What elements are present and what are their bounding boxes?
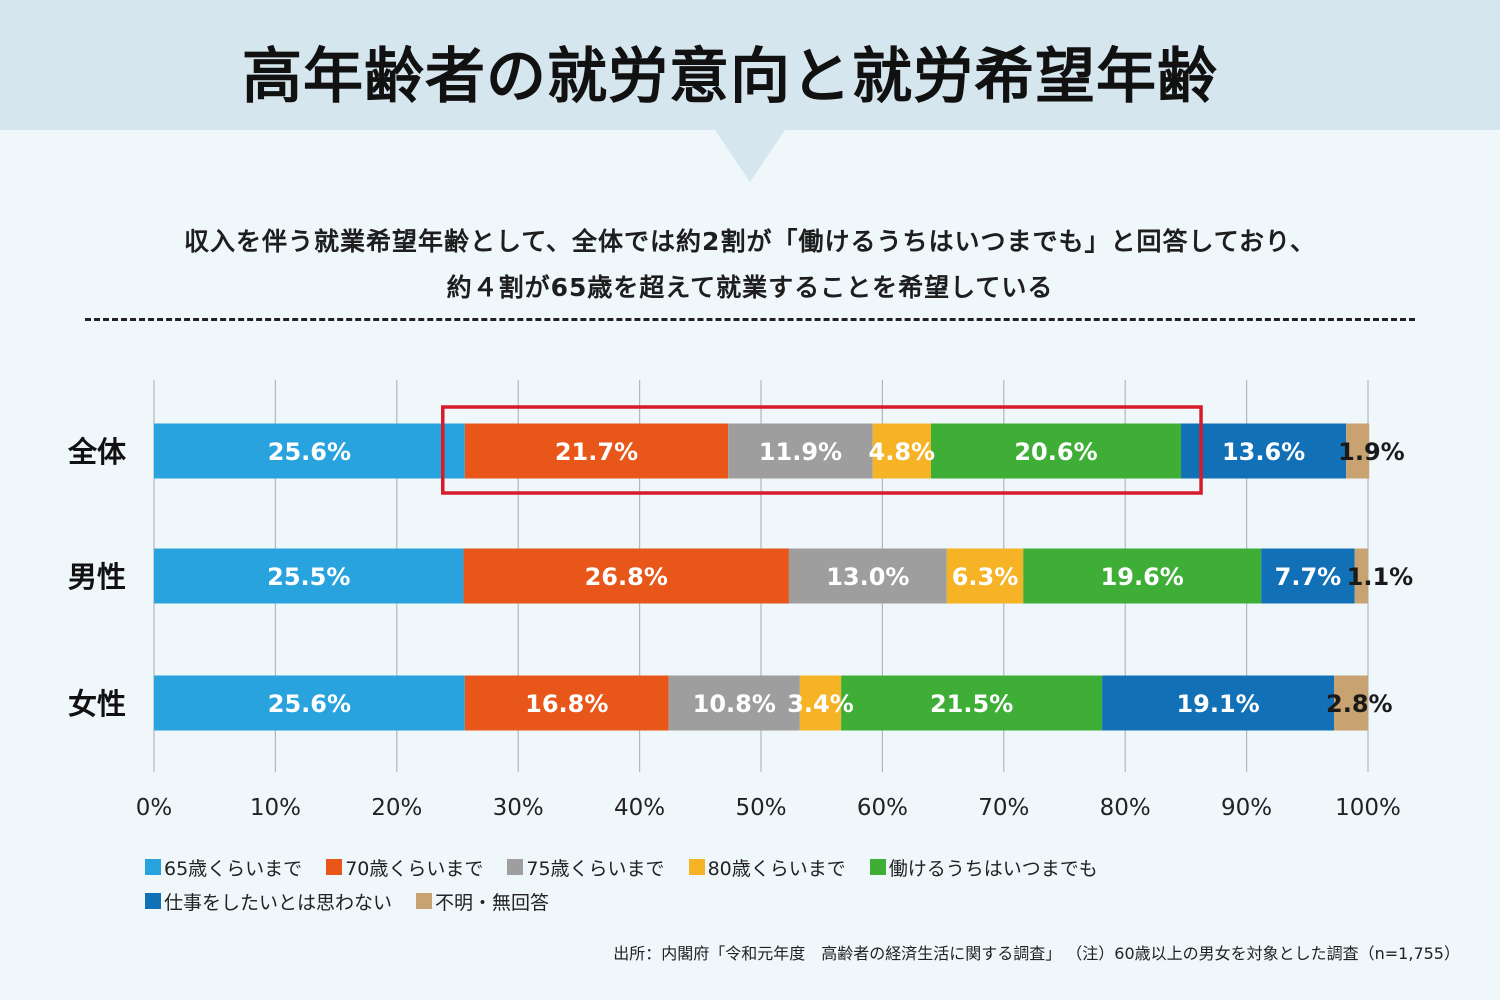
data-label: 25.5% bbox=[267, 563, 350, 591]
legend-swatch bbox=[145, 893, 161, 909]
bar-segment bbox=[1334, 675, 1368, 731]
legend-label: 70歳くらいまで bbox=[345, 857, 484, 880]
data-label: 16.8% bbox=[525, 690, 608, 718]
data-label: 19.1% bbox=[1176, 690, 1259, 718]
legend-row-1: 65歳くらいまで 70歳くらいまで 75歳くらいまで 80歳くらいまで 働けるう… bbox=[145, 850, 1145, 884]
highlight-box bbox=[441, 405, 1203, 495]
bar-segment bbox=[946, 548, 1024, 604]
category-label: 男性 bbox=[68, 560, 126, 594]
bar-segment bbox=[1023, 548, 1262, 604]
legend-item: 80歳くらいまで bbox=[688, 854, 846, 881]
data-label: 7.7% bbox=[1275, 563, 1342, 591]
data-label: 20.6% bbox=[1014, 438, 1097, 466]
data-label: 1.1% bbox=[1347, 563, 1414, 591]
legend-item: 65歳くらいまで bbox=[145, 854, 302, 881]
x-tick-label: 60% bbox=[857, 795, 908, 821]
bar-segment bbox=[788, 548, 947, 604]
bar-segment bbox=[154, 548, 464, 604]
data-label: 10.8% bbox=[693, 690, 776, 718]
source-note: 出所：内閣府「令和元年度 高齢者の経済生活に関する調査」 （注）60歳以上の男女… bbox=[613, 944, 1460, 963]
bar-segment bbox=[1261, 548, 1355, 604]
data-label: 25.6% bbox=[268, 690, 351, 718]
data-label: 26.8% bbox=[585, 563, 668, 591]
data-label: 19.6% bbox=[1101, 563, 1184, 591]
x-tick-label: 10% bbox=[250, 795, 301, 821]
page-title: 高年齢者の就労意向と就労希望年齢 bbox=[242, 42, 1218, 112]
data-label: 25.6% bbox=[268, 438, 351, 466]
legend-swatch bbox=[688, 859, 705, 875]
legend-item: 仕事をしたいとは思わない bbox=[145, 888, 392, 915]
bar-segment bbox=[799, 675, 842, 731]
data-label: 21.7% bbox=[555, 438, 638, 466]
bar-segment bbox=[872, 423, 931, 479]
legend-swatch bbox=[145, 859, 161, 875]
legend-swatch bbox=[326, 859, 343, 875]
x-tick-label: 90% bbox=[1221, 795, 1272, 821]
x-tick-label: 30% bbox=[493, 795, 544, 821]
legend-label: 働けるうちはいつまでも bbox=[888, 857, 1098, 880]
data-label: 6.3% bbox=[952, 563, 1019, 591]
x-tick-label: 100% bbox=[1335, 795, 1401, 821]
legend-item: 75歳くらいまで bbox=[507, 854, 665, 881]
bar-segment bbox=[464, 675, 669, 731]
legend-label: 65歳くらいまで bbox=[164, 857, 303, 880]
data-label: 4.8% bbox=[869, 438, 936, 466]
bar-segment bbox=[154, 423, 465, 479]
header-band bbox=[0, 0, 1500, 130]
header-notch bbox=[715, 130, 785, 182]
bar-segment bbox=[841, 675, 1103, 731]
subtitle-line-2: 約４割が65歳を超えて就業することを希望している bbox=[446, 273, 1054, 302]
legend-swatch bbox=[507, 859, 524, 875]
bar-segment bbox=[154, 675, 465, 731]
x-tick-label: 50% bbox=[735, 795, 786, 821]
bar-segment bbox=[1181, 423, 1347, 479]
legend-item: 不明・無回答 bbox=[416, 888, 549, 915]
legend-label: 80歳くらいまで bbox=[707, 857, 846, 880]
legend-item: 70歳くらいまで bbox=[326, 854, 483, 881]
data-label: 3.4% bbox=[787, 690, 854, 718]
x-tick-label: 0% bbox=[136, 795, 173, 821]
bar-segment bbox=[668, 675, 800, 731]
data-label: 13.6% bbox=[1222, 438, 1305, 466]
bar-segment bbox=[930, 423, 1182, 479]
bar-segment bbox=[1354, 548, 1368, 604]
legend-swatch bbox=[416, 893, 433, 909]
x-tick-label: 70% bbox=[978, 795, 1029, 821]
data-label: 13.0% bbox=[826, 563, 909, 591]
x-tick-label: 20% bbox=[371, 795, 422, 821]
bar-segment bbox=[1346, 423, 1370, 479]
data-label: 11.9% bbox=[759, 438, 842, 466]
legend-label: 不明・無回答 bbox=[435, 891, 550, 914]
x-tick-label: 40% bbox=[614, 795, 665, 821]
legend-swatch bbox=[869, 859, 886, 875]
bar-segment bbox=[1102, 675, 1335, 731]
data-label: 2.8% bbox=[1326, 690, 1393, 718]
bar-segment bbox=[728, 423, 873, 479]
category-label: 全体 bbox=[67, 435, 127, 469]
category-label: 女性 bbox=[68, 687, 126, 721]
data-label: 21.5% bbox=[930, 690, 1013, 718]
legend-row-2: 仕事をしたいとは思わない 不明・無回答 bbox=[145, 884, 1145, 918]
legend: 65歳くらいまで 70歳くらいまで 75歳くらいまで 80歳くらいまで 働けるう… bbox=[145, 850, 1145, 918]
legend-label: 75歳くらいまで bbox=[526, 857, 665, 880]
subtitle-line-1: 収入を伴う就業希望年齢として、全体では約2割が「働けるうちはいつまでも」と回答し… bbox=[184, 227, 1316, 256]
legend-item: 働けるうちはいつまでも bbox=[869, 854, 1098, 881]
data-label: 1.9% bbox=[1338, 438, 1405, 466]
stacked-bar-chart: 0% 10% 20% 30% 40% 50% 60% 70% 80% 90% 100% 全体 25.6%… bbox=[67, 380, 1414, 821]
bar-segment bbox=[463, 548, 789, 604]
legend-label: 仕事をしたいとは思わない bbox=[164, 891, 393, 914]
bar-segment bbox=[464, 423, 729, 479]
x-tick-label: 80% bbox=[1100, 795, 1151, 821]
divider bbox=[85, 318, 1415, 321]
